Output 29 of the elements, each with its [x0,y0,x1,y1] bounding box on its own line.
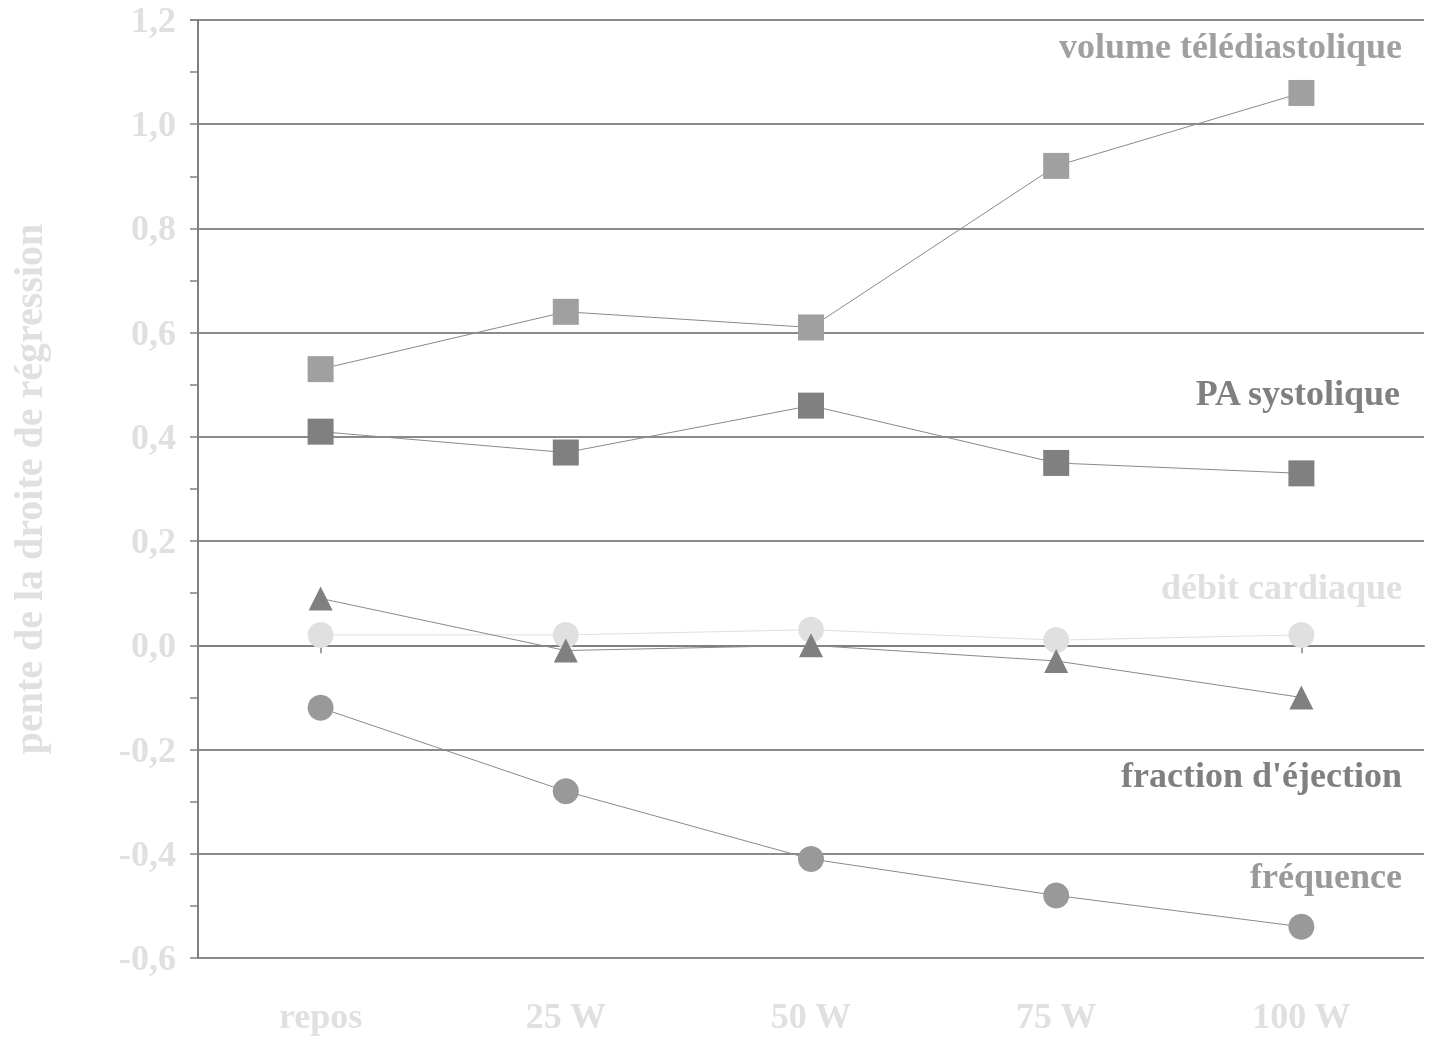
point [307,356,334,383]
series-label: PA systolique [1195,373,1401,414]
point [552,621,579,648]
point [798,845,824,872]
point [798,616,824,643]
point [552,439,579,466]
point [552,778,579,805]
point [798,314,824,341]
point [1288,460,1315,487]
point [799,633,823,658]
series-label: fréquence [1250,855,1403,896]
point [552,298,579,325]
series-label: volume télédiastolique [1059,25,1403,66]
point [1288,79,1315,106]
point [308,586,333,611]
point [1288,913,1315,940]
point [1289,685,1314,710]
series-label: fraction d'éjection [1121,755,1403,796]
point [307,621,334,648]
point [1044,648,1069,673]
point [1043,882,1070,909]
point [1288,621,1315,648]
point [1043,449,1070,476]
point [553,638,578,663]
point [307,694,334,721]
point [1043,627,1070,654]
point [798,392,824,419]
point [1043,152,1070,179]
point [307,418,334,445]
